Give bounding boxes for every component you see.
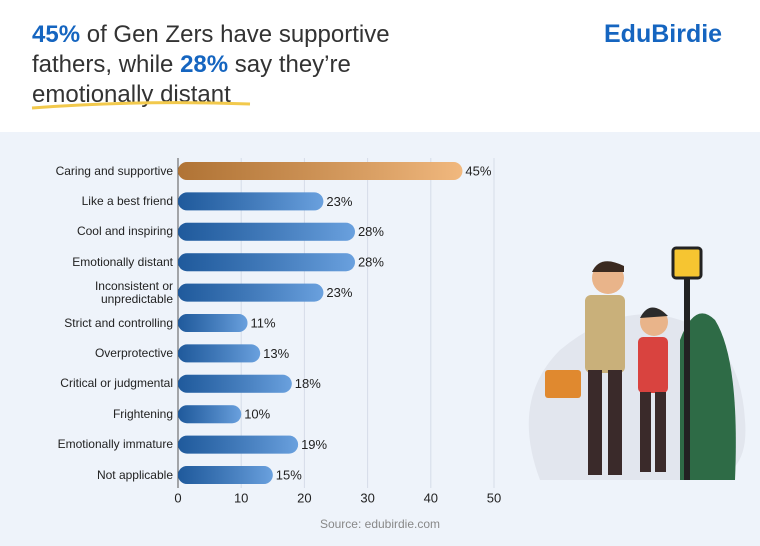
bar-shade <box>178 162 463 180</box>
underline-layer <box>31 101 251 110</box>
value-label: 19% <box>301 437 327 452</box>
source: Source: edubirdie.com <box>319 517 441 531</box>
header: 45% of Gen Zers have supportive fathers,… <box>0 0 760 132</box>
value-label: 13% <box>263 346 289 361</box>
son-hair <box>640 307 668 318</box>
underline <box>31 101 251 110</box>
bar-shade <box>178 192 324 211</box>
category-label: Strict and controlling <box>64 315 173 330</box>
value-label: 23% <box>326 194 352 209</box>
value-label: 28% <box>358 255 384 270</box>
title-highlight: 28% <box>180 51 229 78</box>
bar-shade <box>178 374 292 393</box>
title-text: fathers, while <box>32 51 174 78</box>
bar-shade <box>178 283 324 302</box>
x-tick-label: 50 <box>487 490 501 505</box>
category-label: Emotionally immature <box>57 437 173 452</box>
title-highlight: 45% <box>32 21 81 48</box>
category-label: Inconsistent or unpredictable <box>94 278 173 306</box>
illustration <box>528 246 746 480</box>
bar-shade <box>178 435 299 454</box>
bar-shade <box>178 222 355 241</box>
son-leg <box>640 392 651 472</box>
lamp <box>671 246 703 280</box>
dad-leg <box>588 370 602 475</box>
value-label: 10% <box>244 407 270 422</box>
lamp-post <box>684 270 690 480</box>
tree <box>680 313 736 480</box>
bar-shade <box>178 253 355 272</box>
category-label: Like a best friend <box>81 193 173 208</box>
value-label: 28% <box>358 224 384 239</box>
x-tick-label: 20 <box>297 490 311 505</box>
son-leg <box>655 392 666 472</box>
category-label: Not applicable <box>96 467 173 482</box>
x-tick-label: 30 <box>360 490 374 505</box>
category-label: Cool and inspiring <box>76 224 173 239</box>
brand: EduBirdie <box>604 20 723 48</box>
category-label: Frightening <box>112 406 173 421</box>
x-tick-label: 10 <box>234 490 248 505</box>
x-tick-label: 40 <box>424 490 438 505</box>
value-label: 45% <box>465 163 491 178</box>
bar-shade <box>178 466 273 484</box>
bar-shade <box>178 405 242 424</box>
title-text: say they’re <box>234 51 351 78</box>
bar-shade <box>178 314 248 332</box>
dad-body <box>585 295 625 373</box>
son-body <box>638 337 668 393</box>
value-label: 23% <box>326 285 352 300</box>
x-tick-label: 0 <box>174 490 181 505</box>
category-label: Overprotective <box>94 345 173 360</box>
dad-leg <box>608 370 622 475</box>
category-label: Emotionally distant <box>72 254 173 269</box>
bar-shade <box>178 344 261 363</box>
value-label: 18% <box>295 376 321 391</box>
category-label: Critical or judgmental <box>60 376 173 391</box>
value-label: 15% <box>276 467 302 482</box>
title: 45% of Gen Zers have supportive fathers,… <box>32 20 390 110</box>
briefcase <box>545 370 581 398</box>
dad-hair <box>592 261 624 272</box>
title-text: of Gen Zers have supportive <box>86 21 390 48</box>
category-label: Caring and supportive <box>55 163 173 178</box>
value-label: 11% <box>251 315 276 330</box>
